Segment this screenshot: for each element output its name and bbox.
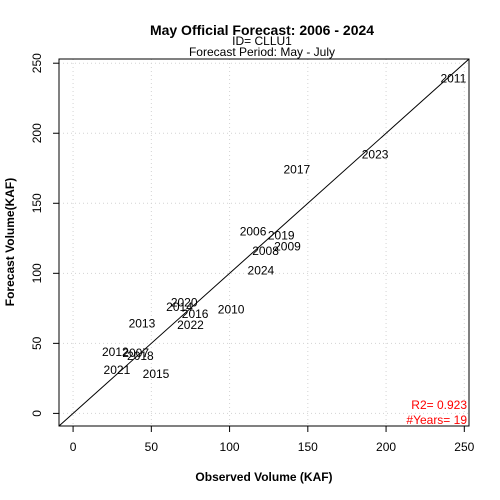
point-label-2012: 2012 xyxy=(102,345,129,359)
point-label-2016: 2016 xyxy=(182,307,209,321)
point-label-2008: 2008 xyxy=(252,244,279,258)
point-label-2022: 2022 xyxy=(177,318,204,332)
point-label-2018: 2018 xyxy=(127,349,154,363)
y-tick-label: 100 xyxy=(30,263,44,283)
y-tick-label: 250 xyxy=(30,53,44,73)
y-axis-label: Forecast Volume(KAF) xyxy=(3,178,17,306)
y-tick-label: 150 xyxy=(30,193,44,213)
point-label-2011: 2011 xyxy=(440,72,466,86)
chart-title: May Official Forecast: 2006 - 2024 xyxy=(150,22,374,38)
point-label-2019: 2019 xyxy=(268,228,295,242)
stat-label: #Years= 19 xyxy=(406,413,467,427)
plot-frame xyxy=(58,58,470,427)
y-tick-label: 0 xyxy=(30,410,44,417)
stats: R2= 0.923#Years= 19 xyxy=(406,398,467,427)
point-label-2024: 2024 xyxy=(248,264,275,278)
chart-subtitle-period: Forecast Period: May - July xyxy=(189,45,335,59)
y-tick-label: 50 xyxy=(30,336,44,350)
point-label-2020: 2020 xyxy=(171,296,198,310)
point-label-2014: 2014 xyxy=(166,300,193,314)
point-label-2013: 2013 xyxy=(129,317,156,331)
x-tick-label: 50 xyxy=(145,440,159,454)
x-tick-label: 0 xyxy=(70,440,77,454)
point-label-2010: 2010 xyxy=(218,303,245,317)
grid xyxy=(59,59,469,426)
x-axis: 0 50 100 150 200 250 xyxy=(70,426,475,454)
point-label-2023: 2023 xyxy=(362,147,389,161)
point-label-2017: 2017 xyxy=(284,163,311,177)
x-tick-label: 250 xyxy=(454,440,474,454)
point-label-2021: 2021 xyxy=(104,363,131,377)
y-tick-label: 200 xyxy=(30,123,44,143)
stat-label: R2= 0.923 xyxy=(411,398,467,412)
y-axis: 0 50 100 150 200 250 xyxy=(30,53,59,417)
data-points: 2006200720082009201020112012201320142015… xyxy=(102,72,467,382)
chart-subtitle-id: ID= CLLU1 xyxy=(232,34,292,48)
x-tick-label: 150 xyxy=(298,440,318,454)
point-label-2007: 2007 xyxy=(122,346,149,360)
point-label-2015: 2015 xyxy=(143,367,170,381)
point-label-2009: 2009 xyxy=(274,240,301,254)
point-label-2006: 2006 xyxy=(240,224,267,238)
x-axis-label: Observed Volume (KAF) xyxy=(195,470,332,484)
x-tick-label: 100 xyxy=(220,440,240,454)
one-to-one-line xyxy=(58,58,470,427)
x-tick-label: 200 xyxy=(376,440,396,454)
